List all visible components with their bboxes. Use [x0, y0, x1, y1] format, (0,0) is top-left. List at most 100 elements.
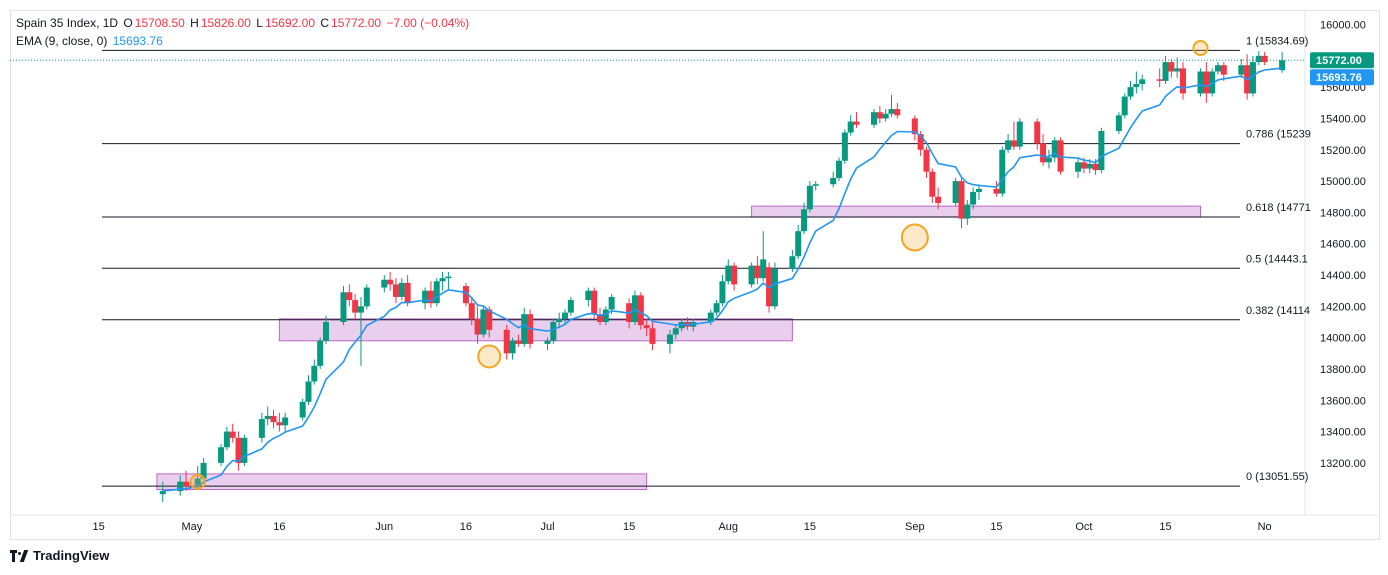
- candle-body: [999, 149, 1006, 194]
- candle-body: [567, 300, 574, 313]
- candle-body: [1016, 121, 1023, 147]
- candle-body: [871, 112, 878, 125]
- candle-body: [1080, 162, 1087, 169]
- candle-body: [1057, 140, 1064, 172]
- candle-body: [468, 303, 475, 319]
- candle-body: [223, 431, 230, 448]
- candle-body: [876, 112, 883, 119]
- low-label: L: [256, 16, 263, 30]
- candle-body: [1092, 163, 1099, 171]
- candle-body: [556, 318, 563, 322]
- candle-body: [789, 256, 796, 269]
- candle-body: [882, 113, 889, 119]
- price-tick-label: 13600.00: [1320, 395, 1366, 407]
- low-value: 15692.00: [264, 16, 315, 30]
- ema-legend: EMA (9, close, 0) 15693.76: [16, 34, 165, 48]
- candle-body: [754, 265, 761, 279]
- time-tick-label: 15: [92, 521, 104, 533]
- candle-body: [1279, 60, 1286, 71]
- tradingview-icon: [10, 549, 29, 562]
- candle-body: [1051, 140, 1058, 158]
- candle-body: [602, 309, 609, 322]
- time-tick-label: 16: [460, 521, 472, 533]
- candle-body: [229, 431, 236, 438]
- price-tick-label: 13800.00: [1320, 364, 1366, 376]
- time-tick-label: 15: [804, 521, 816, 533]
- candle-body: [585, 290, 592, 301]
- ema-label[interactable]: EMA (9, close, 0): [16, 34, 108, 48]
- candle-body: [812, 184, 819, 186]
- candle-body: [748, 265, 755, 285]
- candle-body: [550, 321, 557, 341]
- candle-body: [282, 417, 289, 426]
- candle-body: [503, 329, 510, 354]
- price-tick-label: 15400.00: [1320, 113, 1366, 125]
- open-value: 15708.50: [134, 16, 185, 30]
- time-tick-label: 15: [623, 521, 635, 533]
- candle-body: [1174, 68, 1181, 72]
- candle-body: [1045, 157, 1052, 163]
- symbol-title[interactable]: Spain 35 Index, 1D: [16, 16, 119, 30]
- candle-body: [258, 419, 265, 438]
- candle-body: [1075, 162, 1082, 172]
- candle-body: [340, 292, 347, 322]
- candle-body: [562, 312, 569, 319]
- candle-body: [970, 192, 977, 205]
- highlight-circle: [189, 473, 206, 490]
- candle-body: [964, 204, 971, 219]
- candle-body: [276, 422, 283, 426]
- candle-body: [853, 121, 860, 125]
- price-tick-label: 14000.00: [1320, 333, 1366, 345]
- candle-body: [923, 149, 930, 172]
- time-tick-label: Aug: [718, 521, 738, 533]
- candle-body: [433, 281, 440, 304]
- time-tick-label: 15: [1159, 521, 1171, 533]
- candle-body: [1249, 62, 1256, 94]
- fib-level-label: 0 (13051.55): [1246, 471, 1308, 483]
- candle-body: [305, 381, 312, 402]
- price-tick-label: 16000.00: [1320, 20, 1366, 32]
- candle-body: [771, 268, 778, 307]
- candle-body: [1238, 65, 1245, 75]
- candle-body: [1203, 71, 1210, 94]
- tradingview-logo[interactable]: TradingView: [10, 548, 109, 563]
- price-tag-label: 15772.00: [1316, 55, 1362, 67]
- candle-body: [352, 300, 359, 313]
- high-label: H: [190, 16, 199, 30]
- chart-frame: [10, 10, 1380, 540]
- candle-body: [317, 340, 324, 366]
- candle-body: [218, 447, 225, 463]
- candle-body: [1209, 71, 1216, 94]
- candle-body: [480, 309, 487, 335]
- candle-body: [509, 340, 516, 354]
- candle-body: [270, 415, 277, 423]
- time-tick-label: May: [182, 521, 203, 533]
- candle-body: [952, 181, 959, 204]
- candle-body: [486, 309, 493, 330]
- candle-body: [929, 171, 936, 197]
- candle-body: [1040, 143, 1047, 163]
- candle-body: [643, 325, 650, 329]
- candle-body: [1139, 79, 1146, 85]
- candle-body: [649, 328, 656, 344]
- candle-body: [672, 328, 679, 335]
- price-tick-label: 13400.00: [1320, 427, 1366, 439]
- time-tick-label: Sep: [905, 521, 925, 533]
- time-tick-label: Jun: [375, 521, 393, 533]
- candle-body: [322, 321, 329, 341]
- price-tick-label: 14200.00: [1320, 301, 1366, 313]
- ohlc-legend: Spain 35 Index, 1D O 15708.50 H 15826.00 L…: [16, 16, 471, 30]
- time-tick-label: 16: [273, 521, 285, 533]
- price-tick-label: 15200.00: [1320, 145, 1366, 157]
- brand-name: TradingView: [33, 548, 110, 563]
- candle-body: [387, 279, 394, 285]
- time-tick-label: No: [1258, 521, 1272, 533]
- high-value: 15826.00: [200, 16, 251, 30]
- fib-level-label: 0.5 (14443.1: [1246, 253, 1308, 265]
- candle-body: [958, 181, 965, 219]
- candle-body: [474, 318, 481, 335]
- close-label: C: [320, 16, 330, 30]
- price-tick-label: 14600.00: [1320, 239, 1366, 251]
- candle-body: [398, 282, 405, 297]
